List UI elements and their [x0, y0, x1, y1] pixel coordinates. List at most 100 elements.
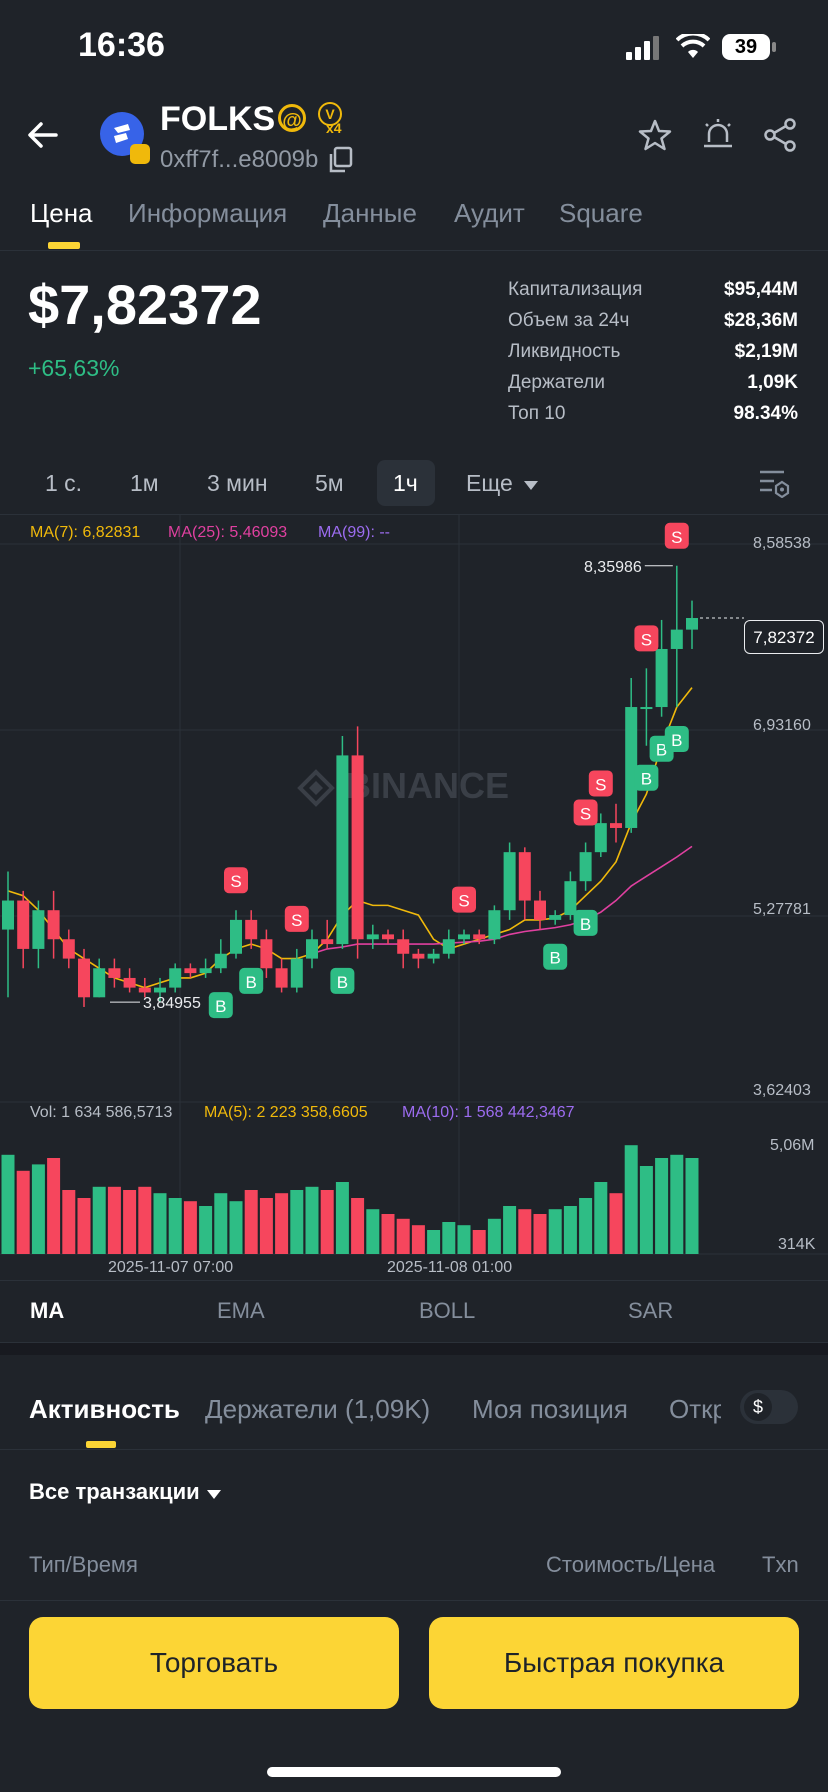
- currency-toggle[interactable]: $: [740, 1390, 798, 1424]
- volume-bar: [229, 1201, 243, 1254]
- sell-marker: S: [634, 625, 659, 652]
- volume-bar: [77, 1198, 91, 1254]
- ma99-label: MA(99): --: [318, 524, 390, 541]
- tab-open-orders[interactable]: Откр: [669, 1394, 721, 1424]
- candle-body: [518, 852, 531, 901]
- interval-1s[interactable]: 1 с.: [45, 470, 83, 496]
- interval-5m[interactable]: 5м: [315, 470, 344, 496]
- stat-label-top10: Топ 10: [508, 403, 566, 424]
- x-axis-label: 2025-11-08 01:00: [387, 1259, 513, 1276]
- col-type-time: Тип/Время: [29, 1552, 138, 1577]
- dropdown-caret-icon: [524, 478, 538, 496]
- candle-body: [321, 939, 334, 945]
- multiplier-badge: x4: [326, 120, 342, 136]
- candle-body: [108, 968, 121, 978]
- candle-body: [458, 934, 470, 940]
- tab-indicator: [48, 242, 80, 249]
- vol-ma10-label: MA(10): 1 568 442,3467: [402, 1104, 575, 1121]
- transactions-filter[interactable]: Все транзакции: [29, 1479, 200, 1504]
- stat-label-volume: Объем за 24ч: [508, 310, 630, 331]
- candle-body: [290, 958, 303, 988]
- filter-caret-icon: [207, 1487, 221, 1505]
- candle-body: [17, 900, 30, 949]
- volume-bar: [320, 1190, 334, 1254]
- volume-bar: [214, 1193, 228, 1254]
- vol-label: Vol: 1 634 586,5713: [30, 1104, 173, 1121]
- tab-holders[interactable]: Держатели (1,09K): [205, 1394, 431, 1424]
- watermark-text: BINANCE: [345, 765, 509, 806]
- volume-bar: [472, 1230, 486, 1254]
- volume-bar: [639, 1166, 653, 1254]
- marker-letter: B: [656, 741, 667, 760]
- share-icon[interactable]: [762, 118, 798, 157]
- candle-body: [78, 958, 90, 998]
- alert-icon[interactable]: [700, 116, 736, 157]
- interval-1m[interactable]: 1м: [130, 470, 159, 496]
- volume-bar: [579, 1198, 593, 1254]
- volume-bar: [411, 1225, 425, 1254]
- battery-tip: [772, 42, 776, 52]
- low-price-label: 3,84955: [143, 995, 201, 1012]
- volume-bar: [366, 1209, 380, 1254]
- volume-bar: [624, 1145, 638, 1254]
- candle-body: [686, 618, 698, 630]
- tab-data[interactable]: Данные: [323, 198, 417, 228]
- buy-marker: B: [330, 967, 355, 994]
- volume-bar: [609, 1193, 623, 1254]
- volume-bar: [244, 1190, 258, 1254]
- back-arrow-icon[interactable]: [26, 118, 60, 157]
- tab-info[interactable]: Информация: [128, 198, 288, 228]
- table-divider: [0, 1600, 828, 1601]
- candle-body: [245, 919, 258, 940]
- sell-marker: S: [284, 905, 309, 932]
- interval-more[interactable]: Еще: [466, 470, 513, 496]
- tab-price[interactable]: Цена: [30, 198, 93, 228]
- volume-bar: [62, 1190, 76, 1254]
- marker-letter: B: [641, 770, 652, 789]
- ma7-label: MA(7): 6,82831: [30, 524, 141, 541]
- y-axis-label: 5,27781: [753, 901, 811, 918]
- indicator-boll[interactable]: BOLL: [419, 1298, 476, 1323]
- volume-bar: [92, 1186, 106, 1254]
- candle-body: [62, 939, 75, 959]
- interval-3m[interactable]: 3 мин: [207, 470, 268, 496]
- y-axis-label: 6,93160: [753, 717, 811, 734]
- tab-square[interactable]: Square: [559, 198, 643, 228]
- col-value-price: Стоимость/Цена: [546, 1552, 716, 1577]
- tab-my-position[interactable]: Моя позиция: [472, 1394, 628, 1424]
- quick-buy-button[interactable]: Быстрая покупка: [429, 1617, 799, 1709]
- tab-activity[interactable]: Активность: [29, 1394, 180, 1424]
- candle-body: [199, 968, 212, 974]
- token-logo-icon: [100, 112, 144, 156]
- candle-body: [169, 968, 182, 988]
- volume-bar: [533, 1214, 547, 1254]
- vol-ma5-label: MA(5): 2 223 358,6605: [204, 1104, 368, 1121]
- trade-button[interactable]: Торговать: [29, 1617, 399, 1709]
- candle-body: [336, 755, 349, 945]
- candle-body: [488, 910, 501, 940]
- indicator-ema[interactable]: EMA: [217, 1298, 265, 1323]
- chart-settings-icon[interactable]: [758, 468, 790, 503]
- marker-letter: B: [246, 973, 257, 992]
- candle-body: [184, 968, 197, 974]
- indicator-sar[interactable]: SAR: [628, 1298, 674, 1323]
- volume-bar: [16, 1170, 30, 1254]
- chart-top-divider: [0, 514, 828, 515]
- buy-marker: B: [573, 909, 598, 936]
- tab-audit[interactable]: Аудит: [454, 198, 525, 228]
- indicator-ma[interactable]: MA: [30, 1298, 65, 1323]
- copy-icon[interactable]: [328, 146, 354, 179]
- volume-bar: [503, 1206, 517, 1254]
- candle-body: [366, 934, 379, 940]
- star-icon[interactable]: [638, 118, 672, 157]
- buy-marker: B: [543, 943, 568, 970]
- candle-body: [594, 823, 607, 853]
- stat-value-top10: 98.34%: [733, 403, 798, 424]
- volume-bar: [670, 1154, 684, 1254]
- interval-1h[interactable]: 1ч: [393, 470, 418, 496]
- stat-value-holders: 1,09K: [747, 372, 798, 393]
- candle-body: [2, 900, 14, 930]
- marker-letter: S: [580, 804, 591, 823]
- candle-body: [473, 934, 486, 940]
